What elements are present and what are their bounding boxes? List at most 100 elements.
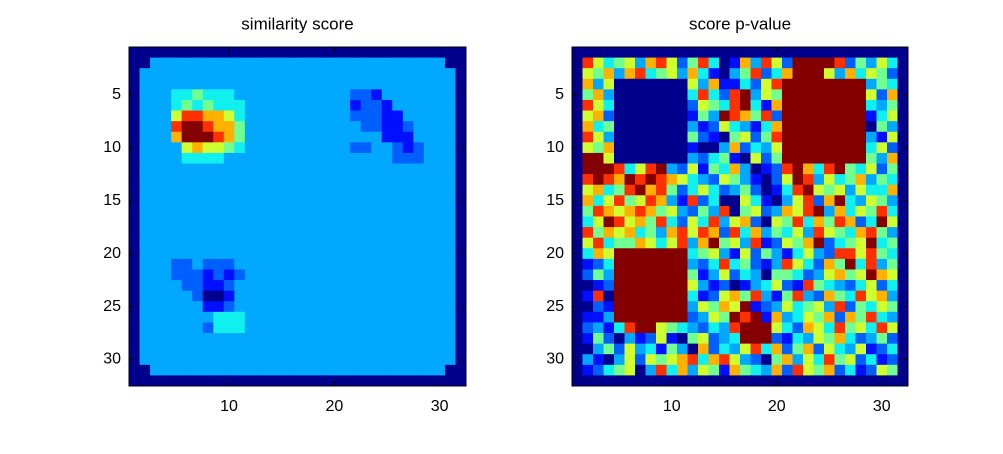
heat-cell bbox=[666, 142, 678, 154]
heat-cell bbox=[582, 311, 594, 323]
heat-cell bbox=[434, 375, 446, 387]
heat-cell bbox=[360, 152, 372, 164]
heat-cell bbox=[666, 248, 678, 260]
heat-cell bbox=[255, 174, 267, 186]
heat-cell bbox=[234, 142, 246, 154]
heat-cell bbox=[603, 301, 615, 313]
heat-cell bbox=[719, 163, 730, 175]
heat-cell bbox=[234, 375, 246, 387]
heat-cell bbox=[645, 163, 657, 175]
heat-cell bbox=[708, 227, 720, 239]
heat-cell bbox=[698, 333, 709, 345]
heat-cell bbox=[192, 121, 204, 133]
heat-cell bbox=[593, 174, 604, 186]
heat-cell bbox=[740, 184, 751, 196]
heat-cell bbox=[897, 163, 909, 175]
heat-cell bbox=[181, 343, 193, 355]
heat-cell bbox=[645, 121, 657, 133]
heat-cell bbox=[729, 333, 741, 345]
heat-cell bbox=[202, 258, 214, 270]
heat-cell bbox=[234, 269, 246, 281]
heat-cell bbox=[223, 269, 235, 281]
heat-cell bbox=[656, 68, 667, 80]
heat-cell bbox=[876, 184, 888, 196]
heat-cell bbox=[150, 184, 161, 196]
heat-cell bbox=[171, 269, 183, 281]
heat-cell bbox=[371, 311, 383, 323]
heat-cell bbox=[656, 280, 667, 292]
heat-cell bbox=[423, 121, 435, 133]
y-tick-label: 15 bbox=[103, 192, 121, 209]
heat-cell bbox=[593, 301, 604, 313]
heat-cell bbox=[813, 152, 825, 164]
heat-cell bbox=[845, 237, 856, 249]
heat-cell bbox=[824, 280, 835, 292]
heat-cell bbox=[444, 184, 456, 196]
heat-cell bbox=[866, 195, 877, 207]
heat-cell bbox=[771, 280, 783, 292]
heat-cell bbox=[761, 57, 772, 69]
heat-cell bbox=[666, 121, 678, 133]
heat-cell bbox=[308, 311, 319, 323]
heat-cell bbox=[719, 258, 730, 270]
heat-cell bbox=[202, 311, 214, 323]
heat-cell bbox=[635, 121, 646, 133]
heat-cell bbox=[308, 205, 319, 217]
heat-cell bbox=[276, 375, 288, 387]
heat-cell bbox=[572, 110, 583, 122]
heat-cell bbox=[308, 290, 319, 302]
heat-cell bbox=[687, 364, 699, 376]
heat-cell bbox=[392, 68, 404, 80]
heat-cell bbox=[645, 301, 657, 313]
heat-cell bbox=[286, 89, 298, 101]
heat-cell bbox=[350, 68, 362, 80]
heat-cell bbox=[160, 121, 172, 133]
heat-cell bbox=[329, 78, 341, 90]
heat-cell bbox=[434, 343, 446, 355]
heat-cell bbox=[593, 354, 604, 366]
heat-cell bbox=[329, 301, 341, 313]
heat-cell bbox=[202, 142, 214, 154]
heat-cell bbox=[202, 121, 214, 133]
heat-cell bbox=[897, 322, 909, 334]
heat-cell bbox=[771, 174, 783, 186]
heat-cell bbox=[434, 89, 446, 101]
heat-cell bbox=[729, 99, 741, 111]
heat-cell bbox=[402, 322, 414, 334]
heat-cell bbox=[782, 131, 793, 143]
heat-cell bbox=[255, 57, 267, 69]
heat-cell bbox=[897, 47, 909, 58]
heat-cell bbox=[740, 121, 751, 133]
heat-cell bbox=[740, 258, 751, 270]
heat-cell bbox=[771, 152, 783, 164]
heat-cell bbox=[887, 364, 898, 376]
heat-cell bbox=[339, 301, 351, 313]
heat-cell bbox=[202, 364, 214, 376]
heat-cell bbox=[656, 78, 667, 90]
heat-cell bbox=[582, 163, 594, 175]
heat-cell bbox=[202, 269, 214, 281]
heat-cell bbox=[813, 237, 825, 249]
heat-cell bbox=[614, 227, 625, 239]
heat-cell bbox=[371, 57, 383, 69]
heat-cell bbox=[234, 163, 246, 175]
heat-cell bbox=[308, 110, 319, 122]
heat-cell bbox=[329, 343, 341, 355]
heat-cell bbox=[413, 375, 425, 387]
heat-cell bbox=[244, 121, 256, 133]
heat-cell bbox=[750, 354, 762, 366]
heat-cell bbox=[855, 290, 867, 302]
heat-cell bbox=[392, 57, 404, 69]
heat-cell bbox=[572, 174, 583, 186]
heat-cell bbox=[444, 227, 456, 239]
heat-cell bbox=[213, 280, 225, 292]
heat-cell bbox=[286, 227, 298, 239]
heat-cell bbox=[444, 354, 456, 366]
heat-cell bbox=[350, 343, 362, 355]
heat-cell bbox=[803, 110, 814, 122]
heat-cell bbox=[750, 99, 762, 111]
heat-cell bbox=[171, 78, 183, 90]
heat-cell bbox=[455, 174, 467, 186]
heat-cell bbox=[381, 174, 393, 186]
